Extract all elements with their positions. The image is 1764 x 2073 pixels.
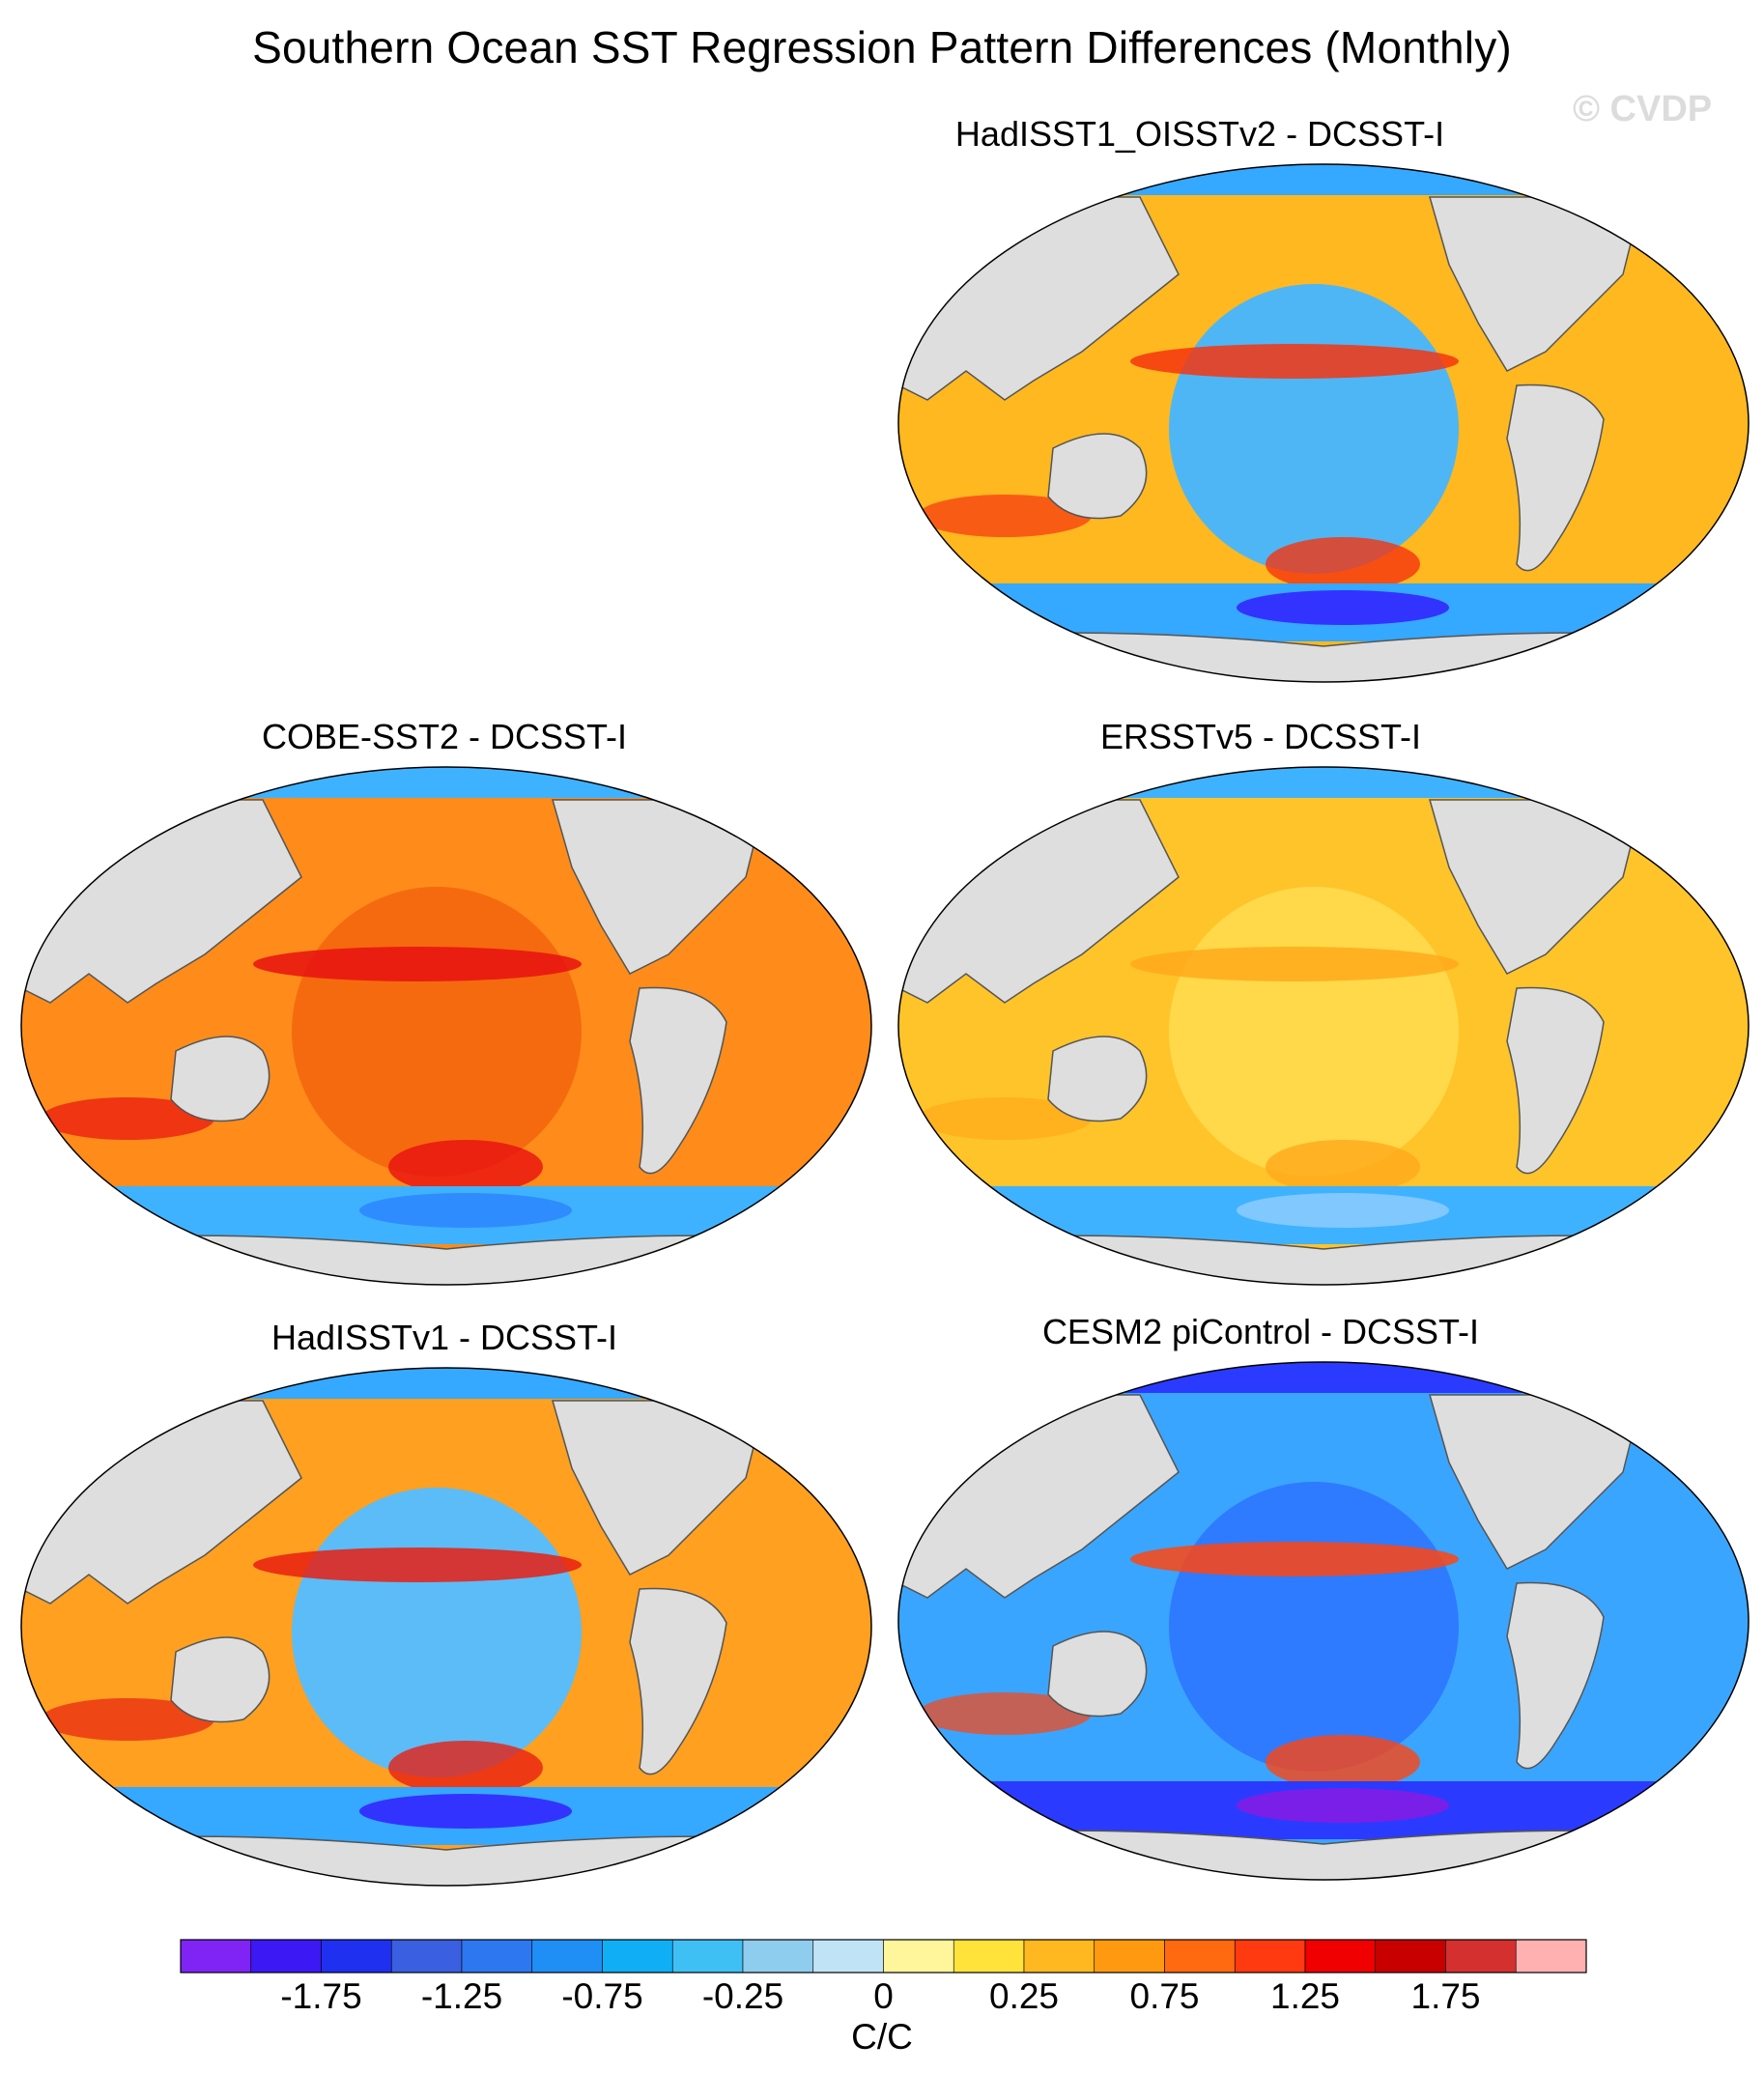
southern-ocean-minimum [1237,1193,1449,1228]
south-america-landmass [1506,986,1605,1175]
colorbar-tick-label: -1.25 [420,1976,503,2016]
south-pacific-anomaly [1266,537,1420,591]
pacific-anomaly [1169,887,1459,1177]
colorbar-swatch [742,1939,814,1974]
colorbar-swatch [1164,1939,1236,1974]
colorbar-swatch [1445,1939,1517,1974]
colorbar-tick-label: -0.75 [561,1976,643,2016]
equatorial-anomaly [1130,344,1459,379]
panel-title-cobe-sst2: COBE-SST2 - DCSST-I [261,717,628,756]
colorbar-tick-label: 0.25 [988,1976,1060,2016]
colorbar-swatch [1023,1939,1095,1974]
australia-landmass [1047,1631,1148,1718]
australia-landmass [170,1036,270,1122]
south-pacific-anomaly [1266,1140,1420,1194]
map-outline [897,1361,1750,1881]
colorbar-swatch [1234,1939,1306,1974]
colorbar-frame [180,1939,1587,1974]
map-outline [897,766,1750,1286]
southern-ocean-minimum [1237,590,1449,625]
australia-landmass [170,1636,270,1723]
panel-title-hadisstv1: HadISSTv1 - DCSST-I [270,1318,618,1357]
colorbar-swatch [812,1939,884,1974]
colorbar-tick-label: 1.75 [1410,1976,1481,2016]
colorbar-swatch [180,1939,252,1974]
colorbar-swatch [1094,1939,1165,1974]
colorbar-swatch [1375,1939,1446,1974]
pacific-anomaly [292,1488,582,1777]
colorbar-swatch [1515,1939,1587,1974]
pacific-anomaly [1169,1482,1459,1772]
indian-ocean-anomaly [41,1698,214,1741]
colorbar-swatch [671,1939,744,1974]
colorbar-tick-label: 0 [873,1976,894,2016]
map-panel-cesm2-picontrol [897,1361,1750,1881]
colorbar-swatch [461,1939,533,1974]
south-pacific-anomaly [388,1741,543,1795]
indian-ocean-anomaly [918,495,1092,537]
southern-ocean-minimum [359,1193,572,1228]
colorbar-tick-label: 0.75 [1129,1976,1200,2016]
colorbar-tick-label: -0.25 [701,1976,784,2016]
colorbar-tick-label: 1.25 [1269,1976,1341,2016]
colorbar-swatch [390,1939,463,1974]
map-panel-ersstv5 [897,766,1750,1286]
south-america-landmass [629,986,727,1175]
indian-ocean-anomaly [918,1692,1092,1735]
map-panel-hadisst1-oisstv2 [897,163,1750,683]
map-panel-hadisstv1 [20,1367,872,1887]
equatorial-anomaly [253,947,582,981]
equatorial-anomaly [1130,947,1459,981]
south-america-landmass [1506,383,1605,572]
indian-ocean-anomaly [41,1097,214,1140]
south-america-landmass [629,1587,727,1775]
colorbar-swatch [1304,1939,1377,1974]
colorbar-swatch [531,1939,603,1974]
panel-title-hadisst1-oisstv2: HadISST1_OISSTv2 - DCSST-I [954,114,1445,154]
indian-ocean-anomaly [918,1097,1092,1140]
map-outline [20,766,872,1286]
map-outline [20,1367,872,1887]
panel-title-cesm2-picontrol: CESM2 piControl - DCSST-I [1041,1312,1480,1351]
colorbar-swatch [321,1939,392,1974]
australia-landmass [1047,433,1148,520]
colorbar-tick-label: -1.75 [280,1976,362,2016]
map-panel-cobe-sst2 [20,766,872,1286]
southern-ocean-minimum [1237,1788,1449,1823]
pacific-anomaly [1169,284,1459,574]
colorbar-units: C/C [851,2017,913,2057]
map-outline [897,163,1750,683]
south-pacific-anomaly [388,1140,543,1194]
pacific-anomaly [292,887,582,1177]
colorbar-swatch [883,1939,954,1974]
southern-ocean-minimum [359,1794,572,1829]
equatorial-anomaly [253,1548,582,1582]
panel-title-ersstv5: ERSSTv5 - DCSST-I [1099,717,1422,756]
figure-title: Southern Ocean SST Regression Pattern Di… [252,22,1512,72]
colorbar-swatch [953,1939,1025,1974]
south-pacific-anomaly [1266,1735,1420,1789]
south-america-landmass [1506,1581,1605,1770]
colorbar-swatch [602,1939,673,1974]
australia-landmass [1047,1036,1148,1122]
equatorial-anomaly [1130,1542,1459,1576]
colorbar-swatch [250,1939,322,1974]
watermark: © CVDP [1573,89,1713,129]
